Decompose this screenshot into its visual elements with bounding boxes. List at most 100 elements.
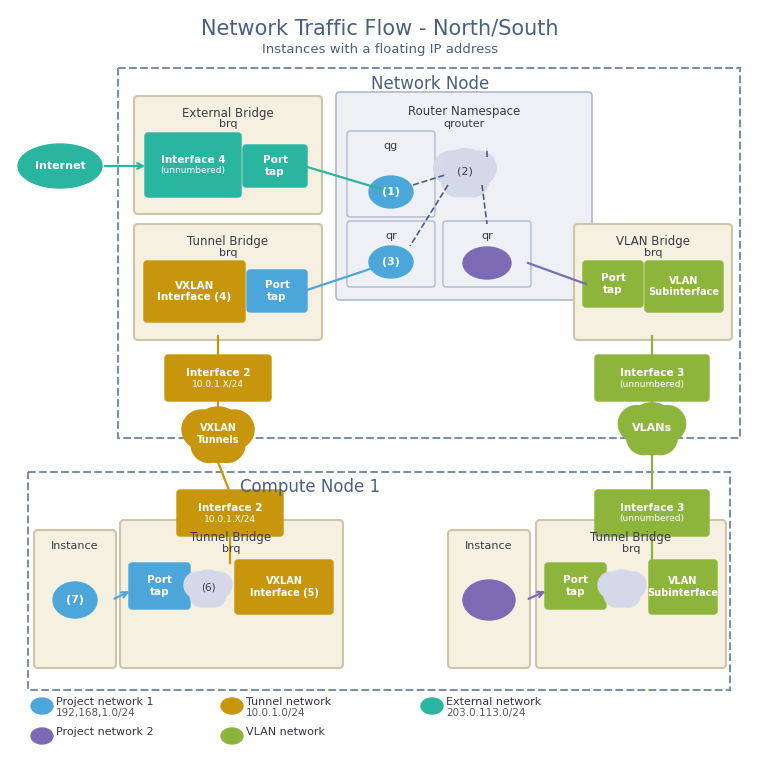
Text: Project network 1: Project network 1 (56, 697, 153, 707)
Circle shape (644, 421, 677, 455)
FancyBboxPatch shape (645, 261, 723, 312)
Text: 192,168,1.0/24: 192,168,1.0/24 (56, 708, 136, 718)
Circle shape (190, 570, 226, 606)
Text: Interface 4: Interface 4 (161, 155, 225, 165)
FancyBboxPatch shape (129, 563, 190, 609)
Text: Router Namespace: Router Namespace (408, 105, 520, 118)
Text: 10.0.1.X/24: 10.0.1.X/24 (204, 515, 256, 524)
Text: Interface 3: Interface 3 (620, 503, 685, 513)
Circle shape (182, 410, 221, 449)
FancyBboxPatch shape (448, 530, 530, 668)
Circle shape (462, 151, 496, 185)
Text: VXLAN
Tunnels: VXLAN Tunnels (197, 423, 239, 445)
Circle shape (627, 402, 677, 453)
Text: VLAN
Subinterface: VLAN Subinterface (647, 576, 719, 598)
Bar (28, 472, 730, 690)
Text: Interface 2: Interface 2 (186, 368, 250, 378)
Text: brq: brq (644, 248, 663, 258)
Circle shape (627, 421, 660, 455)
Text: Port
tap: Port tap (263, 155, 288, 177)
FancyBboxPatch shape (595, 355, 709, 401)
Text: VLAN network: VLAN network (246, 727, 325, 737)
Ellipse shape (369, 176, 413, 208)
FancyBboxPatch shape (144, 261, 245, 322)
FancyBboxPatch shape (34, 530, 116, 668)
Text: Interface 2: Interface 2 (198, 503, 263, 513)
Text: External Bridge: External Bridge (182, 107, 274, 120)
FancyBboxPatch shape (247, 270, 307, 312)
Text: qr: qr (385, 231, 397, 241)
Circle shape (206, 572, 232, 598)
Ellipse shape (31, 728, 53, 744)
FancyBboxPatch shape (443, 221, 531, 287)
Ellipse shape (221, 728, 243, 744)
Circle shape (202, 583, 226, 607)
Ellipse shape (369, 246, 413, 278)
Circle shape (184, 572, 210, 598)
Text: Tunnel network: Tunnel network (246, 697, 331, 707)
Ellipse shape (31, 698, 53, 714)
Ellipse shape (463, 247, 511, 279)
Text: Instance: Instance (52, 541, 99, 551)
Text: brq: brq (219, 119, 238, 129)
Circle shape (201, 429, 235, 462)
Ellipse shape (53, 582, 97, 618)
Circle shape (637, 424, 667, 455)
Bar (118, 68, 740, 438)
Circle shape (191, 426, 227, 462)
Circle shape (190, 583, 214, 607)
FancyBboxPatch shape (545, 563, 606, 609)
Text: Network Node: Network Node (371, 75, 489, 93)
Circle shape (598, 572, 624, 598)
Text: 203.0.113.0/24: 203.0.113.0/24 (446, 708, 525, 718)
Text: (unnumbered): (unnumbered) (160, 167, 225, 176)
FancyBboxPatch shape (243, 145, 307, 187)
Text: brq: brq (222, 544, 241, 554)
FancyBboxPatch shape (536, 520, 726, 668)
FancyBboxPatch shape (165, 355, 271, 401)
Text: Tunnel Bridge: Tunnel Bridge (591, 531, 672, 544)
Text: Instances with a floating IP address: Instances with a floating IP address (262, 44, 498, 57)
FancyBboxPatch shape (595, 490, 709, 536)
Circle shape (649, 406, 685, 442)
FancyBboxPatch shape (145, 133, 241, 197)
Text: brq: brq (219, 248, 238, 258)
FancyBboxPatch shape (177, 490, 283, 536)
Text: qr: qr (481, 231, 493, 241)
Ellipse shape (18, 144, 102, 188)
Ellipse shape (221, 698, 243, 714)
FancyBboxPatch shape (347, 221, 435, 287)
FancyBboxPatch shape (649, 560, 717, 614)
Text: External network: External network (446, 697, 541, 707)
Circle shape (616, 583, 640, 607)
Text: Interface 3: Interface 3 (620, 368, 685, 378)
Text: brq: brq (622, 544, 641, 554)
Circle shape (619, 406, 655, 442)
FancyBboxPatch shape (347, 131, 435, 217)
Text: (7): (7) (66, 595, 84, 605)
Circle shape (197, 585, 219, 607)
Text: (3): (3) (382, 257, 400, 267)
Text: 10.0.1.0/24: 10.0.1.0/24 (246, 708, 306, 718)
Circle shape (215, 410, 254, 449)
Text: VXLAN
Interface (5): VXLAN Interface (5) (250, 576, 319, 598)
FancyBboxPatch shape (574, 224, 732, 340)
Circle shape (209, 426, 245, 462)
Circle shape (434, 151, 468, 185)
Text: qg: qg (384, 141, 398, 151)
Circle shape (442, 148, 488, 195)
Text: Port
tap: Port tap (600, 273, 625, 295)
Text: Port
tap: Port tap (563, 575, 588, 597)
Text: (1): (1) (382, 187, 400, 197)
Text: Internet: Internet (35, 161, 85, 171)
Circle shape (611, 585, 633, 607)
Text: Compute Node 1: Compute Node 1 (240, 478, 380, 496)
Text: Instance: Instance (465, 541, 513, 551)
Text: Project network 2: Project network 2 (56, 727, 153, 737)
Text: Port
tap: Port tap (147, 575, 172, 597)
FancyBboxPatch shape (120, 520, 343, 668)
Ellipse shape (463, 580, 515, 620)
Circle shape (604, 570, 640, 606)
Text: qrouter: qrouter (443, 119, 485, 129)
Circle shape (620, 572, 646, 598)
